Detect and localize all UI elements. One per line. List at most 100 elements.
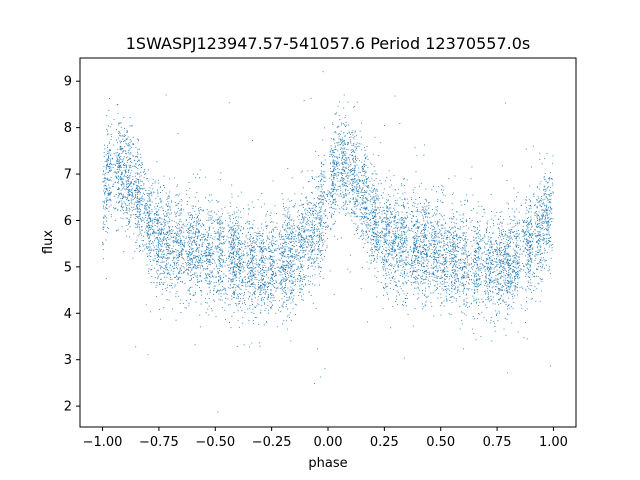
data-point [230,226,232,228]
data-point [262,261,264,263]
data-point [165,203,167,205]
data-point [235,274,237,276]
data-point [194,210,196,212]
data-point [335,184,337,186]
data-point [517,278,519,280]
data-point [211,222,213,224]
data-point [117,175,119,177]
data-point [337,205,339,207]
data-point [537,247,538,249]
data-point [332,193,334,195]
data-point [118,122,120,124]
data-point [352,197,354,199]
data-point [108,206,110,208]
data-point [447,242,448,244]
data-point [244,240,246,242]
data-point [125,172,127,174]
data-point [156,221,158,223]
data-point [375,233,377,235]
data-point [232,235,234,237]
data-point [294,284,296,286]
data-point [130,164,132,166]
data-point [237,251,239,253]
data-point [263,262,265,263]
data-point [291,237,293,239]
data-point [422,290,423,292]
data-point [135,181,137,183]
data-point [416,246,417,248]
data-point [492,263,494,265]
data-point [352,132,354,134]
data-point [187,264,189,266]
data-point [288,274,290,276]
data-point [290,274,292,276]
data-point [143,221,145,223]
data-point [140,165,142,166]
data-point [218,232,220,234]
data-point [457,278,459,280]
data-point [274,268,276,269]
data-point [365,234,367,236]
data-point [493,260,495,262]
data-point [326,247,328,249]
data-point [386,229,388,231]
data-point [529,240,530,242]
data-point [417,220,419,222]
data-point [399,229,401,231]
data-point [287,227,289,229]
data-point [421,242,423,244]
data-point [218,251,220,253]
data-point [219,255,221,257]
data-point [262,261,264,263]
data-point [526,233,528,235]
data-point [386,214,388,215]
data-point [150,218,152,220]
data-point [147,204,148,206]
data-point [433,253,435,255]
data-point [363,233,365,235]
data-point [234,235,236,237]
data-point [422,218,424,220]
data-point [439,213,441,214]
data-point [426,200,427,202]
data-point [156,214,158,216]
data-point [528,240,530,242]
data-point [386,176,388,178]
data-point [537,254,539,256]
data-point [388,234,390,236]
data-point [333,169,335,171]
data-point [130,198,132,200]
data-point [388,253,389,255]
data-point [275,275,277,277]
data-point [513,215,515,217]
data-point [354,181,356,183]
data-point [363,166,365,168]
data-point [278,233,280,235]
data-point [197,223,199,225]
data-point [447,252,449,253]
data-point [503,260,505,262]
data-point [361,217,363,218]
data-point [233,297,235,298]
data-point [451,260,453,261]
data-point [125,134,127,136]
data-point [229,256,230,258]
data-point [270,264,272,266]
data-point [192,241,194,243]
data-point [424,228,426,230]
data-point [379,246,381,248]
data-point [107,190,109,192]
data-point [262,284,264,286]
data-point [344,184,346,186]
data-point [132,192,133,194]
data-point [218,293,220,295]
data-point [476,250,478,252]
data-point [251,298,253,300]
data-point [399,247,401,249]
data-point [237,310,239,312]
data-point [319,239,320,241]
data-point [547,237,549,239]
data-point [142,188,144,190]
data-point [108,158,110,160]
data-point [465,263,467,265]
